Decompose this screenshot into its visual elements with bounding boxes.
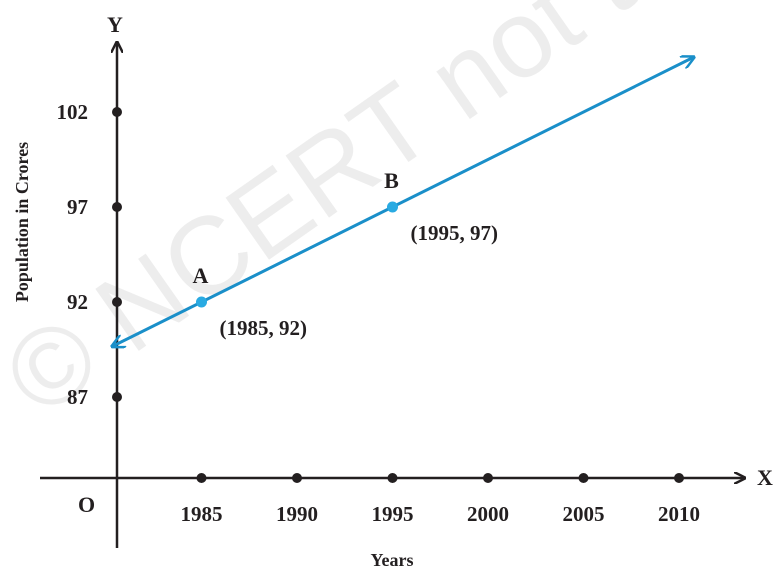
x-tick-dot-1990 <box>292 473 302 483</box>
point-B <box>387 201 398 213</box>
y-tick-label-97: 97 <box>67 195 88 219</box>
x-tick-dot-1995 <box>387 473 398 483</box>
y-tick-label-102: 102 <box>57 100 89 124</box>
y-axis-name: Y <box>107 12 123 37</box>
trend-line <box>112 57 695 347</box>
trend-line-group <box>112 57 695 347</box>
y-tick-label-87: 87 <box>67 385 88 409</box>
y-tick-dot-92 <box>112 297 122 307</box>
x-tick-group: 1985 1990 1995 2000 2005 2010 <box>181 473 700 526</box>
x-axis-name: X <box>757 465 773 490</box>
x-tick-dot-1985 <box>196 473 207 483</box>
x-tick-label-2010: 2010 <box>658 502 700 526</box>
point-A <box>196 296 207 308</box>
y-tick-dot-102 <box>112 107 122 117</box>
point-name-B: B <box>384 168 399 193</box>
y-axis-title: Population in Crores <box>12 142 32 302</box>
x-tick-dot-2000 <box>483 473 493 483</box>
y-tick-dot-97 <box>112 202 122 212</box>
x-tick-label-1985: 1985 <box>181 502 223 526</box>
data-point-group: A (1985, 92) B (1995, 97) <box>193 168 498 340</box>
x-tick-dot-2010 <box>674 473 684 483</box>
point-name-A: A <box>193 263 209 288</box>
y-tick-dot-87 <box>112 392 122 402</box>
x-tick-label-1995: 1995 <box>372 502 414 526</box>
x-tick-label-2000: 2000 <box>467 502 509 526</box>
x-tick-dot-2005 <box>578 473 589 483</box>
x-axis-title: Years <box>371 550 414 570</box>
x-tick-label-1990: 1990 <box>276 502 318 526</box>
point-coord-label-B: (1995, 97) <box>411 221 499 245</box>
x-tick-label-2005: 2005 <box>563 502 605 526</box>
point-coord-label-A: (1985, 92) <box>220 316 308 340</box>
origin-label: O <box>78 492 95 517</box>
y-tick-label-92: 92 <box>67 290 88 314</box>
